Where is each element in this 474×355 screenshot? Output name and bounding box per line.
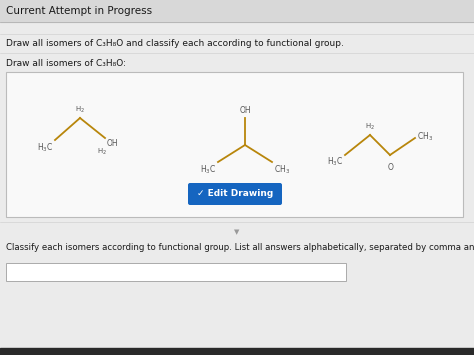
Bar <box>0 0 474 22</box>
Text: ✓ Edit Drawing: ✓ Edit Drawing <box>197 190 273 198</box>
Text: H$_2$: H$_2$ <box>75 105 85 115</box>
Text: CH$_3$: CH$_3$ <box>274 163 290 175</box>
Bar <box>6 263 346 281</box>
Text: H$_3$C: H$_3$C <box>200 163 216 175</box>
Bar <box>6 72 463 217</box>
Text: H$_2$: H$_2$ <box>97 147 107 157</box>
Text: Draw all isomers of C₃H₈O and classify each according to functional group.: Draw all isomers of C₃H₈O and classify e… <box>6 38 344 48</box>
Text: H$_3$C: H$_3$C <box>36 141 53 153</box>
Text: H$_2$: H$_2$ <box>365 122 375 132</box>
FancyBboxPatch shape <box>188 183 282 205</box>
Text: Draw all isomers of C₃H₈O:: Draw all isomers of C₃H₈O: <box>6 59 126 67</box>
Text: CH$_3$: CH$_3$ <box>417 131 433 143</box>
Text: H$_3$C: H$_3$C <box>327 156 343 169</box>
Text: O: O <box>388 163 394 172</box>
Bar <box>0 348 474 355</box>
Text: ▼: ▼ <box>234 229 240 235</box>
Text: Classify each isomers according to functional group. List all answers alphabetic: Classify each isomers according to funct… <box>6 243 474 252</box>
Text: Current Attempt in Progress: Current Attempt in Progress <box>6 6 152 16</box>
Text: OH: OH <box>239 106 251 115</box>
Text: OH: OH <box>107 139 118 148</box>
